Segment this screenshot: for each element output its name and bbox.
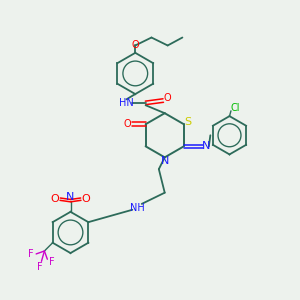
Text: O: O (81, 194, 90, 204)
Text: Cl: Cl (230, 103, 240, 113)
Text: N: N (160, 156, 169, 166)
Text: F: F (37, 262, 43, 272)
Text: O: O (124, 119, 131, 129)
Text: F: F (49, 257, 55, 267)
Text: N: N (66, 192, 75, 202)
Text: N: N (202, 141, 211, 151)
Text: NH: NH (130, 203, 145, 213)
Text: S: S (184, 117, 191, 127)
Text: O: O (164, 93, 172, 103)
Text: HN: HN (119, 98, 134, 108)
Text: O: O (51, 194, 60, 204)
Text: F: F (28, 249, 34, 259)
Text: O: O (131, 40, 139, 50)
